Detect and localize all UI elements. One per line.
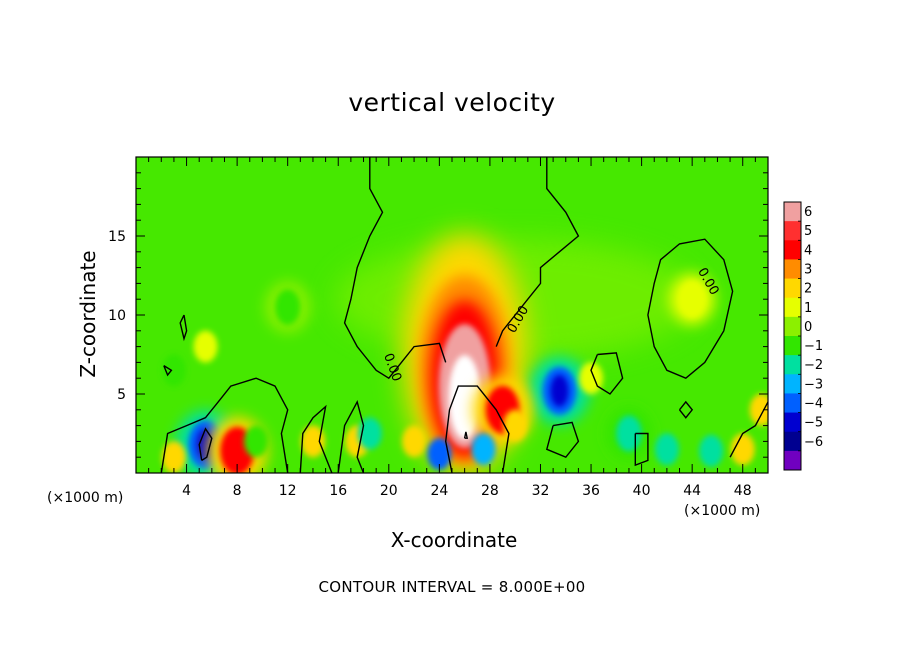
field-cell — [427, 438, 452, 471]
colorbar-swatch — [784, 221, 801, 241]
z-unit-label: (×1000 m) — [47, 490, 124, 506]
field-cell — [730, 433, 755, 466]
field-cell — [448, 355, 481, 440]
y-tick-label: 15 — [108, 229, 126, 245]
x-tick-label: 28 — [481, 483, 499, 499]
x-tick-label: 32 — [532, 483, 550, 499]
x-tick-label: 12 — [279, 483, 297, 499]
colorbar-swatch — [784, 412, 801, 433]
colorbar-swatch — [784, 393, 801, 414]
colorbar-label: −5 — [804, 416, 823, 431]
x-tick-label: 44 — [683, 483, 701, 499]
field-cell — [193, 330, 218, 363]
colorbar-swatch — [784, 202, 801, 222]
x-tick-label: 8 — [233, 483, 242, 499]
colorbar-swatch — [784, 355, 801, 375]
x-tick-label: 48 — [734, 483, 752, 499]
field-cell — [244, 425, 269, 458]
y-tick-label: 5 — [117, 387, 126, 403]
colorbar-label: 0 — [804, 320, 812, 335]
contour-line — [444, 385, 510, 473]
x-tick-label: 20 — [380, 483, 398, 499]
field-cell — [550, 374, 569, 407]
field-cell — [579, 362, 604, 395]
contour-line — [299, 404, 333, 473]
field-cell — [300, 425, 325, 458]
x-axis-label: X-coordinate — [390, 528, 518, 552]
field-cell — [228, 434, 247, 467]
field-cell — [679, 281, 705, 318]
contour-line — [647, 238, 734, 380]
field-cell — [161, 441, 186, 473]
field-cell — [402, 425, 427, 458]
contour-line — [634, 432, 649, 467]
colorbar-swatch — [784, 316, 801, 337]
contour-line — [198, 427, 213, 461]
colorbar-label: 3 — [804, 263, 812, 278]
contour-line — [678, 400, 694, 419]
field-cell — [274, 289, 301, 326]
velocity-field — [136, 157, 768, 473]
contour-line — [463, 431, 469, 439]
colorbar-swatch — [784, 297, 801, 318]
field-cell — [503, 409, 528, 442]
field-cell — [654, 433, 679, 466]
contour-line — [343, 157, 447, 380]
contour-line — [160, 377, 289, 473]
colorbar-label: −4 — [804, 397, 823, 412]
colorbar-swatch — [784, 374, 801, 394]
colorbar: 6 5 4 3 2 1 0 −1 −2 −3 −4 −5 −6 — [783, 201, 823, 471]
contour-line — [590, 352, 624, 395]
contour-line — [179, 314, 188, 342]
x-tick-label: 40 — [633, 483, 651, 499]
contour-line — [545, 421, 580, 459]
contour-line — [495, 157, 580, 347]
colorbar-swatch — [784, 278, 801, 299]
colorbar-label: 5 — [804, 224, 812, 239]
field-cell — [749, 393, 768, 426]
colorbar-label: 4 — [804, 243, 812, 258]
chart-title: vertical velocity — [348, 88, 556, 117]
x-tick-label: 24 — [430, 483, 448, 499]
colorbar-label: −2 — [804, 358, 823, 373]
colorbar-label: 1 — [804, 301, 812, 316]
colorbar-label: −3 — [804, 377, 823, 392]
field-cell — [161, 354, 186, 387]
colorbar-label: −6 — [804, 435, 823, 450]
colorbar-swatch — [784, 431, 801, 452]
colorbar-label: 2 — [804, 282, 812, 297]
colorbar-label: −1 — [804, 339, 823, 354]
y-tick-label: 10 — [108, 308, 126, 324]
contour-line — [729, 401, 768, 458]
x-tick-label: 36 — [582, 483, 600, 499]
x-unit-label: (×1000 m) — [684, 503, 761, 519]
field-cell — [471, 433, 496, 466]
contour-line — [163, 365, 173, 377]
contour-line — [337, 399, 365, 473]
colorbar-swatch — [784, 259, 801, 280]
x-tick-label: 4 — [182, 483, 191, 499]
colorbar-swatch — [784, 240, 801, 260]
colorbar-swatch — [784, 450, 801, 471]
colorbar-label: 6 — [804, 205, 812, 220]
x-tick-label: 16 — [329, 483, 347, 499]
contour-interval-note: CONTOUR INTERVAL = 8.000E+00 — [318, 578, 586, 596]
field-cell — [699, 434, 724, 467]
colorbar-swatch — [784, 336, 801, 356]
